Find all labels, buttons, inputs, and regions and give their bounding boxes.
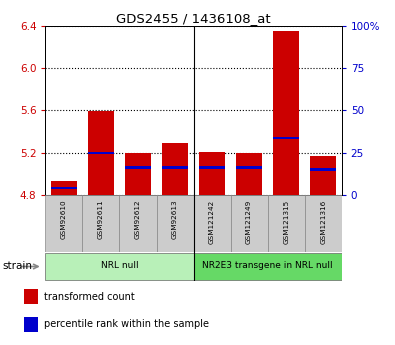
Text: GSM92612: GSM92612 — [135, 199, 141, 239]
Bar — [194, 253, 342, 280]
Text: GSM92613: GSM92613 — [172, 199, 178, 239]
Bar — [83, 195, 120, 252]
Bar — [199, 166, 225, 168]
Text: GSM121316: GSM121316 — [320, 199, 326, 244]
Title: GDS2455 / 1436108_at: GDS2455 / 1436108_at — [116, 12, 271, 25]
Bar — [273, 137, 299, 139]
Text: transformed count: transformed count — [44, 292, 134, 302]
Bar — [162, 166, 188, 168]
Bar — [268, 195, 305, 252]
Text: percentile rank within the sample: percentile rank within the sample — [44, 319, 209, 329]
Bar — [51, 187, 77, 189]
Bar — [273, 31, 299, 195]
Bar — [120, 195, 156, 252]
Text: NRL null: NRL null — [101, 262, 138, 270]
Bar — [236, 166, 262, 168]
Text: strain: strain — [2, 261, 32, 271]
Bar — [125, 152, 151, 195]
Bar — [194, 195, 231, 252]
Bar — [88, 111, 114, 195]
Bar — [310, 156, 336, 195]
Bar — [51, 181, 77, 195]
Bar — [310, 168, 336, 171]
Bar — [125, 166, 151, 168]
Bar — [231, 195, 268, 252]
Bar — [156, 195, 194, 252]
Bar — [24, 289, 38, 304]
Text: GSM121315: GSM121315 — [283, 199, 289, 244]
Text: GSM121242: GSM121242 — [209, 199, 215, 244]
Bar — [305, 195, 342, 252]
Bar — [45, 253, 194, 280]
Text: GSM92611: GSM92611 — [98, 199, 104, 239]
Bar — [45, 195, 83, 252]
Bar — [162, 143, 188, 195]
Text: GSM121249: GSM121249 — [246, 199, 252, 244]
Text: NR2E3 transgene in NRL null: NR2E3 transgene in NRL null — [202, 262, 333, 270]
Text: GSM92610: GSM92610 — [61, 199, 67, 239]
Bar — [88, 152, 114, 154]
Bar — [199, 151, 225, 195]
Bar — [236, 152, 262, 195]
Bar — [24, 317, 38, 332]
